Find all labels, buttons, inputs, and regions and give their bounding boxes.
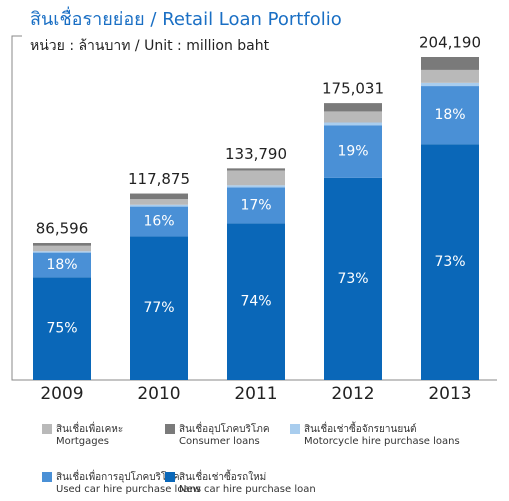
total-label: 133,790: [225, 145, 287, 163]
legend-swatch: [42, 424, 52, 434]
legend-label: สินเชื่อเพื่อเคหะ: [56, 421, 123, 435]
bar-segment: [130, 206, 188, 237]
legend-label: สินเชื่อเช่าซื้อจักรยานยนต์: [304, 421, 417, 435]
legend-label-en: Mortgages: [56, 436, 109, 447]
bar-segment: [130, 199, 188, 205]
bar-segment: [130, 236, 188, 380]
bar-segment: [227, 168, 285, 171]
x-tick-label: 2012: [331, 384, 374, 404]
bar-segment: [324, 125, 382, 178]
bar-segment: [324, 122, 382, 126]
legend-label: สินเชื่อเช่าซื้อรถใหม่: [179, 469, 266, 483]
bar-segment: [421, 144, 479, 380]
bar-segment: [421, 57, 479, 70]
legend-label-en: Consumer loans: [179, 436, 260, 447]
segment-label: 16%: [143, 214, 174, 230]
segment-label: 17%: [240, 197, 271, 213]
segment-label: 18%: [46, 257, 77, 273]
total-label: 204,190: [419, 34, 481, 52]
segment-label: 73%: [337, 271, 368, 287]
bar-segment: [421, 86, 479, 145]
chart-subtitle: หน่วย : ล้านบาท / Unit : million baht: [30, 38, 270, 54]
legend-label-en: Used car hire purchase loans: [56, 484, 201, 495]
bar-segment: [324, 111, 382, 123]
x-tick-label: 2013: [428, 384, 471, 404]
segment-label: 74%: [240, 294, 271, 310]
bar-segment: [227, 223, 285, 380]
x-tick-label: 2010: [137, 384, 180, 404]
bar-segment: [324, 177, 382, 380]
bar-segment: [33, 252, 91, 278]
total-label: 86,596: [36, 220, 89, 238]
segment-label: 75%: [46, 321, 77, 337]
legend-label-en: Motorcycle hire purchase loans: [304, 436, 460, 447]
bar-segment: [130, 204, 188, 207]
bar-segment: [130, 193, 188, 200]
bar-segment: [227, 185, 285, 188]
segment-label: 19%: [337, 144, 368, 160]
bar-segment: [33, 245, 91, 252]
legend-label: สินเชื่ออุปโภคบริโภค: [179, 421, 270, 435]
segment-label: 18%: [434, 107, 465, 123]
bar-segment: [421, 82, 479, 87]
bar-segment: [227, 170, 285, 186]
legend-swatch: [165, 472, 175, 482]
chart-title: สินเชื่อรายย่อย / Retail Loan Portfolio: [30, 6, 342, 30]
bar-segment: [227, 187, 285, 224]
total-label: 117,875: [128, 170, 190, 188]
legend-swatch: [165, 424, 175, 434]
segment-label: 77%: [143, 300, 174, 316]
bar-segment: [324, 103, 382, 112]
bar-segment: [33, 277, 91, 380]
legend-swatch: [42, 472, 52, 482]
bar-segment: [33, 243, 91, 246]
legend-swatch: [290, 424, 300, 434]
legend-label-en: New car hire purchase loan: [179, 484, 316, 495]
legend-label: สินเชื่อเพื่อการอุปโภคบริโภค: [56, 469, 180, 483]
x-tick-label: 2009: [40, 384, 83, 404]
segment-label: 73%: [434, 254, 465, 270]
x-tick-label: 2011: [234, 384, 277, 404]
bar-segment: [421, 69, 479, 83]
total-label: 175,031: [322, 80, 384, 98]
bar-segment: [33, 251, 91, 253]
